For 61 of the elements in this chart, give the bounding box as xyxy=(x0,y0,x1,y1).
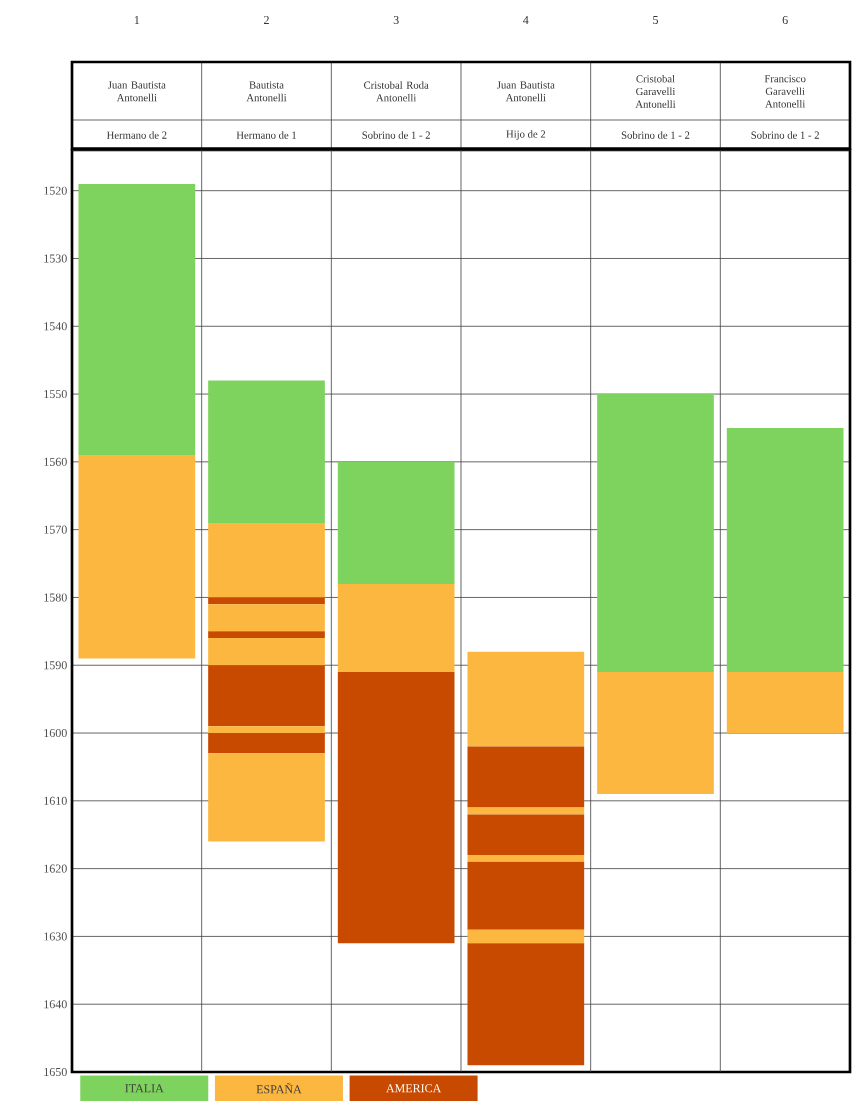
y-tick-label: 1540 xyxy=(44,322,67,331)
bar xyxy=(208,522,325,598)
text: 5 xyxy=(653,16,659,24)
x-tick-label: Bautista Antonelli xyxy=(246,81,287,102)
bar xyxy=(726,427,844,673)
bar xyxy=(467,929,585,944)
text: 1 xyxy=(134,16,140,24)
bar xyxy=(78,183,196,456)
y-tick-label: 1520 xyxy=(44,186,67,195)
bar xyxy=(467,814,585,856)
text: ESPAÑA xyxy=(256,1083,302,1094)
y-tick-label: 1530 xyxy=(44,254,67,263)
text: Hijo de 2 xyxy=(506,130,546,140)
bar xyxy=(208,380,325,523)
bar xyxy=(467,855,585,862)
x-tick-label: Juan Bautista Antonelli xyxy=(497,81,555,102)
y-tick-label: 1620 xyxy=(44,864,67,873)
text: Hermano de 1 xyxy=(236,131,297,139)
y-tick-label: 1580 xyxy=(44,593,67,602)
text: Hermano de 2 xyxy=(106,131,167,139)
text: ITALIA xyxy=(125,1084,164,1093)
bar xyxy=(208,733,325,754)
text: AMERICA xyxy=(386,1084,442,1093)
bar xyxy=(467,943,585,1066)
x-tick-label: Cristobal Garavelli Antonelli xyxy=(635,74,676,108)
bar xyxy=(337,583,455,673)
x-tick-label: Cristobal Roda Antonelli xyxy=(364,81,429,102)
bar xyxy=(467,651,585,747)
text: Sobrino de 1 - 2 xyxy=(751,131,819,139)
bar xyxy=(337,672,455,944)
bar xyxy=(467,746,585,808)
x-tick-label: Juan Bautista Antonelli xyxy=(108,81,166,102)
text: 3 xyxy=(393,15,399,25)
y-tick-label: 1590 xyxy=(44,661,67,670)
text: Sobrino de 1 - 2 xyxy=(621,131,690,139)
text: 4 xyxy=(523,16,529,24)
bar xyxy=(597,672,714,795)
bar xyxy=(208,638,325,666)
bar xyxy=(726,672,844,734)
bar xyxy=(208,597,325,605)
y-tick-label: 1570 xyxy=(44,525,67,534)
bar xyxy=(208,604,325,632)
bar xyxy=(208,631,325,639)
bar xyxy=(337,461,455,584)
y-tick-label: 1630 xyxy=(44,932,67,941)
bar xyxy=(467,861,585,930)
y-tick-label: 1550 xyxy=(44,390,67,399)
x-tick-label: Francisco Garavelli Antonelli xyxy=(764,75,806,108)
bar xyxy=(208,753,325,842)
text: Sobrino de 1 - 2 xyxy=(362,131,430,139)
y-tick-label: 1560 xyxy=(44,457,67,466)
y-tick-label: 1610 xyxy=(44,796,67,805)
y-tick-label: 1600 xyxy=(44,728,67,738)
bar xyxy=(208,665,325,727)
bar xyxy=(78,455,196,659)
bar xyxy=(597,394,714,673)
text: 2 xyxy=(264,16,269,24)
bar xyxy=(208,726,325,734)
text: 6 xyxy=(782,15,788,25)
y-tick-label: 1640 xyxy=(44,1000,67,1009)
y-tick-label: 1650 xyxy=(44,1067,67,1077)
